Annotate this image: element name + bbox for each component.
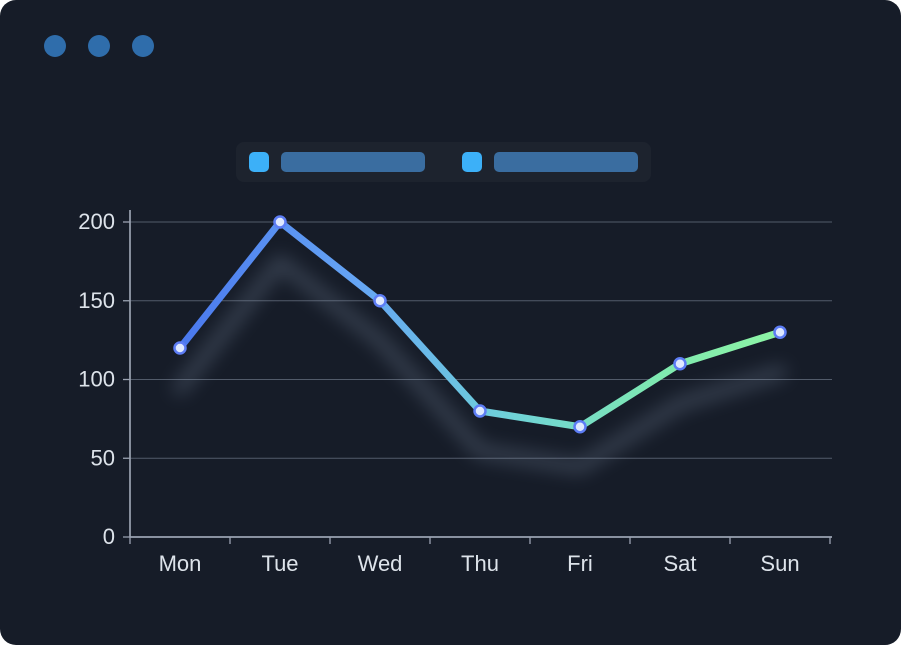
chart-legend [236, 142, 651, 182]
y-tick-label: 50 [91, 445, 115, 470]
legend-item[interactable] [462, 152, 638, 172]
data-point-marker [173, 341, 187, 355]
window-dot[interactable] [132, 35, 154, 57]
legend-item[interactable] [249, 152, 425, 172]
window-dot[interactable] [44, 35, 66, 57]
window-controls [44, 35, 154, 57]
x-tick-label: Fri [567, 551, 593, 576]
legend-swatch [249, 152, 269, 172]
y-tick-label: 200 [78, 209, 115, 234]
data-point-marker [373, 294, 387, 308]
y-tick-label: 150 [78, 288, 115, 313]
x-tick-label: Sat [663, 551, 696, 576]
x-tick-label: Sun [760, 551, 799, 576]
x-tick-label: Mon [159, 551, 202, 576]
x-tick-label: Tue [261, 551, 298, 576]
line-glow [173, 255, 787, 474]
y-tick-label: 100 [78, 367, 115, 392]
data-point-marker [673, 357, 687, 371]
window-dot[interactable] [88, 35, 110, 57]
legend-label-bar [281, 152, 425, 172]
legend-label-bar [494, 152, 638, 172]
data-point-marker [573, 420, 587, 434]
x-tick-label: Thu [461, 551, 499, 576]
legend-swatch [462, 152, 482, 172]
data-point-marker [273, 215, 287, 229]
x-tick-label: Wed [358, 551, 403, 576]
y-tick-label: 0 [103, 524, 115, 549]
data-point-marker [773, 325, 787, 339]
data-point-marker [473, 404, 487, 418]
